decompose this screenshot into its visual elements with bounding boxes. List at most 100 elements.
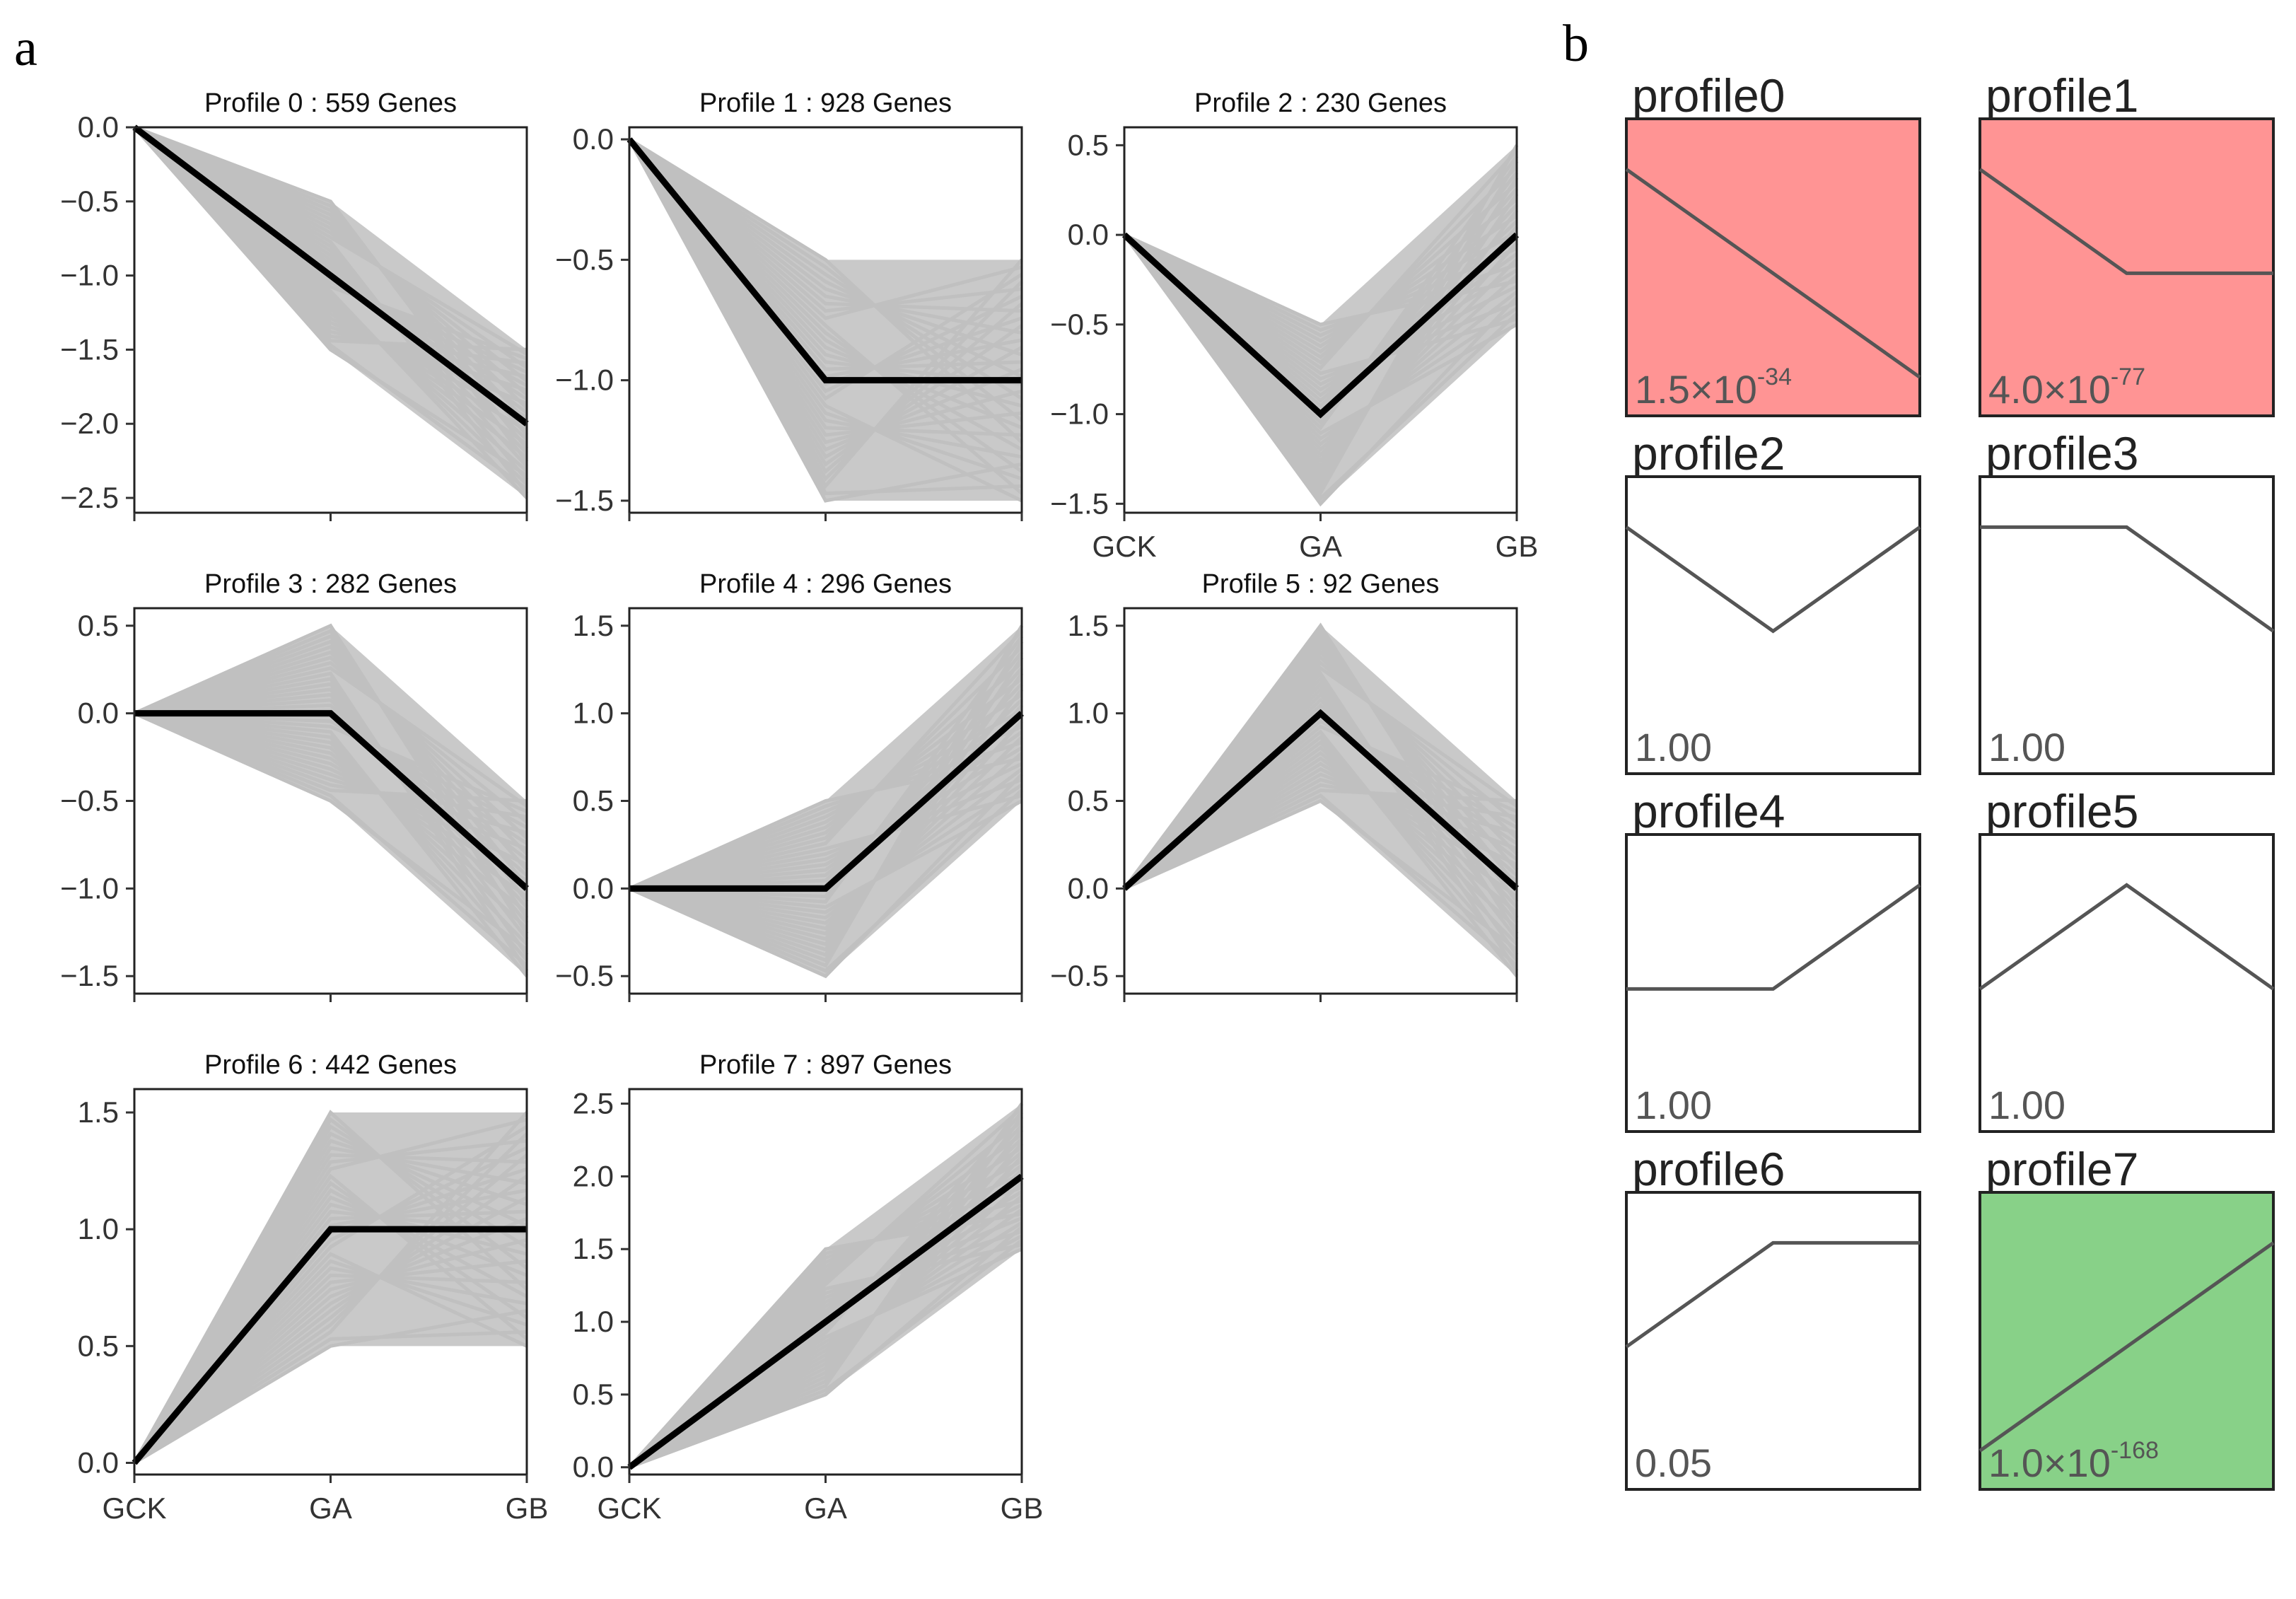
b-profile-0-title: profile0 (1632, 69, 1785, 122)
y-tick-label: 0.0 (573, 871, 614, 905)
pvalue-exponent: -168 (2111, 1437, 2159, 1464)
b-profile-5-box: profile5 1.00 (1979, 785, 2275, 1133)
y-tick-label: 2.5 (573, 1087, 614, 1120)
b-profile-7-frame (1979, 1191, 2275, 1491)
y-tick-label: −0.5 (60, 784, 119, 818)
profile-5-model-line (1122, 709, 1519, 891)
pvalue-base: 0.05 (1635, 1441, 1712, 1485)
b-profile-7-model-line (1979, 1241, 2275, 1453)
pvalue-base: 1.00 (1635, 1083, 1712, 1127)
profile-0-model-line (132, 124, 529, 426)
panel-b-letter: b (1563, 15, 1589, 73)
y-tick-label: 0.0 (1068, 871, 1109, 905)
y-tick-label: 1.5 (573, 609, 614, 642)
y-tick-label: −2.5 (60, 481, 119, 514)
b-profile-5-model-line (1979, 883, 2275, 991)
y-tick-label: 1.5 (573, 1232, 614, 1265)
y-tick-label: 1.0 (1068, 697, 1109, 730)
x-tick-label: GB (1496, 530, 1539, 563)
profile-2-plot: Profile 2 : 230 Genes 0.5 0.0 −0.5 −1.0 −1.5 G… (1050, 88, 1538, 563)
y-tick-label: −0.5 (1050, 308, 1109, 341)
y-tick-label: 0.5 (1068, 128, 1109, 161)
profile-1-title: Profile 1 : 928 Genes (699, 88, 952, 118)
y-tick-label: −1.5 (60, 959, 119, 992)
b-profile-3-pvalue: 1.00 (1988, 725, 2065, 769)
x-tick-label: GA (309, 1492, 352, 1525)
y-tick-label: 0.5 (78, 609, 119, 642)
b-profile-7-box: profile7 1.0×10-168 (1979, 1143, 2275, 1491)
profile-4-gene-band (629, 625, 1022, 977)
y-tick-label: −0.5 (555, 959, 614, 992)
profile-0-plot: Profile 0 : 559 Genes 0.0 −0.5 −1.0 −1.5 −2.0… (60, 88, 529, 521)
x-tick-label: GCK (102, 1492, 166, 1525)
y-tick-label: 1.5 (78, 1095, 119, 1129)
y-tick-label: 2.0 (573, 1159, 614, 1192)
b-profile-6-model-line (1625, 1240, 1920, 1349)
pvalue-base: 1.0×10 (1988, 1441, 2111, 1485)
b-profile-1-pvalue: 4.0×10-77 (1988, 364, 2145, 412)
y-tick-label: −0.5 (555, 243, 614, 276)
profile-1-model-line (627, 137, 1022, 384)
b-profile-2-title: profile2 (1632, 427, 1785, 479)
profile-7-model-line (627, 1173, 1024, 1470)
y-tick-label: 1.0 (573, 697, 614, 730)
b-profile-3-model-line (1980, 525, 2275, 633)
b-profile-2-box: profile2 1.00 (1625, 427, 1921, 775)
y-tick-label: −2.0 (60, 407, 119, 440)
x-tick-label: GB (1001, 1492, 1044, 1525)
profile-4-title: Profile 4 : 296 Genes (699, 569, 952, 599)
x-tick-label: GCK (597, 1492, 661, 1525)
y-tick-label: −0.5 (60, 185, 119, 218)
b-profile-4-pvalue: 1.00 (1635, 1083, 1712, 1127)
profile-6-plot: Profile 6 : 442 Genes 1.5 1.0 0.5 0.0 GCK GA GB (78, 1050, 549, 1525)
profile-7-gene-band (629, 1103, 1022, 1467)
profile-3-gene-band (134, 625, 527, 977)
b-profile-7-pvalue: 1.0×10-168 (1988, 1437, 2159, 1485)
profile-7-plot: Profile 7 : 897 Genes 2.5 2.0 1.5 1.0 0.5 0.0 G… (573, 1050, 1044, 1525)
profile-1-gene-band (629, 139, 1022, 501)
b-profile-4-frame (1625, 833, 1921, 1133)
profile-3-plot: Profile 3 : 282 Genes 0.5 0.0 −0.5 −1.0 −1.5 (60, 569, 529, 1002)
b-profile-4-title: profile4 (1632, 785, 1785, 837)
b-profile-0-model-line (1625, 168, 1921, 379)
b-profile-3-box: profile3 1.00 (1979, 427, 2275, 775)
y-tick-label: 0.5 (78, 1329, 119, 1362)
profile-2-gene-band (1124, 145, 1517, 504)
profile-6-model-line (132, 1226, 527, 1465)
b-profile-2-frame (1625, 475, 1921, 775)
profile-4-plot: Profile 4 : 296 Genes 1.5 1.0 0.5 0.0 −0.5 (555, 569, 1024, 1002)
y-tick-label: −0.5 (1050, 959, 1109, 992)
y-tick-label: 0.0 (78, 697, 119, 730)
x-tick-label: GA (1299, 530, 1342, 563)
y-tick-label: 1.0 (78, 1212, 119, 1245)
y-tick-label: 0.0 (78, 1446, 119, 1479)
b-profile-4-box: profile4 1.00 (1625, 785, 1921, 1133)
b-profile-1-box: profile1 4.0×10-77 (1979, 69, 2275, 417)
y-tick-label: −1.5 (60, 332, 119, 366)
y-tick-label: −1.5 (555, 484, 614, 517)
panel-a-letter: a (14, 19, 37, 77)
y-tick-label: 0.0 (573, 1450, 614, 1484)
y-tick-label: 0.5 (1068, 784, 1109, 818)
b-profile-5-pvalue: 1.00 (1988, 1083, 2065, 1127)
profile-0-gene-band (134, 127, 527, 499)
profile-5-plot: Profile 5 : 92 Genes 1.5 1.0 0.5 0.0 −0.5 (1050, 569, 1519, 1002)
y-tick-label: −1.0 (60, 259, 119, 292)
b-profile-1-title: profile1 (1986, 69, 2138, 122)
y-tick-label: 0.0 (78, 110, 119, 144)
profile-6-gene-band (134, 1112, 527, 1463)
y-tick-label: 1.5 (1068, 609, 1109, 642)
b-profile-6-pvalue: 0.05 (1635, 1441, 1712, 1485)
pvalue-base: 1.00 (1988, 725, 2065, 769)
y-tick-label: 0.5 (573, 784, 614, 818)
y-tick-label: −1.5 (1050, 487, 1109, 520)
y-tick-label: 0.0 (573, 122, 614, 156)
b-profile-6-title: profile6 (1632, 1143, 1785, 1195)
profile-1-plot: Profile 1 : 928 Genes 0.0 −0.5 −1.0 −1.5 (555, 88, 1023, 521)
profile-2-title: Profile 2 : 230 Genes (1194, 88, 1447, 118)
x-tick-label: GCK (1092, 530, 1156, 563)
pvalue-base: 1.00 (1635, 725, 1712, 769)
b-profile-7-title: profile7 (1986, 1143, 2138, 1195)
pvalue-exponent: -77 (2111, 364, 2145, 390)
x-tick-label: GB (506, 1492, 549, 1525)
